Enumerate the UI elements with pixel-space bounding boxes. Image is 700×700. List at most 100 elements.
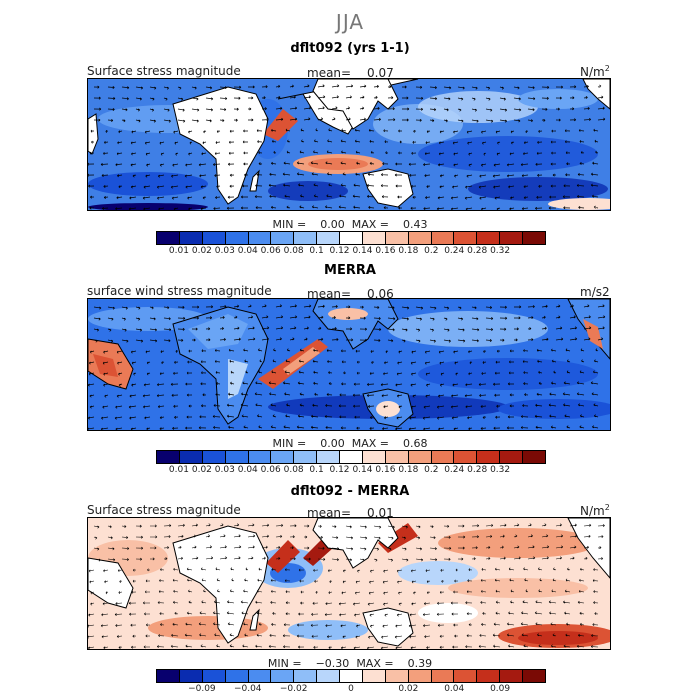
wind-arrow: [466, 634, 473, 638]
wind-arrow: [177, 545, 182, 549]
wind-arrow: [412, 394, 417, 398]
wind-arrow: [577, 172, 585, 176]
wind-arrow: [142, 601, 151, 605]
wind-arrow: [115, 624, 123, 627]
colorbar-tick-label: 0.2: [424, 465, 439, 475]
wind-arrow: [499, 97, 506, 101]
wind-arrow: [457, 557, 464, 561]
wind-arrow: [597, 337, 604, 341]
wind-arrow: [230, 370, 235, 374]
wind-arrow: [345, 84, 354, 88]
wind-arrow: [133, 568, 137, 572]
wind-arrow: [216, 578, 221, 582]
wind-arrow: [163, 546, 170, 549]
wind-arrow: [282, 172, 291, 176]
colorbar-tick-label: 0.32: [490, 246, 511, 256]
wind-arrow: [368, 591, 375, 595]
colorbar-swatch: [179, 451, 203, 463]
wind-arrow: [536, 392, 543, 396]
wind-arrow: [228, 140, 235, 144]
wind-arrow: [317, 106, 325, 110]
wind-arrow: [385, 151, 389, 155]
wind-arrow: [398, 206, 403, 210]
wind-arrow: [188, 130, 193, 134]
wind-arrow: [303, 117, 311, 121]
wind-arrow: [513, 523, 520, 527]
wind-arrow: [591, 194, 599, 198]
wind-arrow: [437, 601, 445, 605]
wind-arrow: [177, 556, 183, 560]
wind-arrow: [93, 536, 98, 540]
wind-arrow: [551, 129, 557, 133]
wind-arrow: [450, 601, 459, 605]
wind-arrow: [439, 361, 445, 365]
wind-arrow: [593, 403, 599, 407]
colorbar-tick-label: 0.16: [375, 246, 396, 256]
wind-arrow: [387, 558, 394, 562]
wind-arrow: [555, 107, 560, 111]
wind-arrow: [219, 337, 226, 341]
wind-arrow: [173, 589, 179, 593]
wind-arrow: [132, 174, 137, 178]
wind-arrow: [135, 317, 141, 321]
wind-arrow: [299, 348, 305, 352]
wind-arrow: [555, 326, 563, 330]
wind-arrow: [401, 85, 407, 89]
wind-arrow: [454, 361, 459, 365]
wind-arrow: [380, 646, 389, 649]
wind-arrow: [88, 372, 95, 376]
wind-arrow: [429, 119, 435, 123]
wind-arrow: [555, 534, 564, 538]
wind-arrow: [438, 152, 445, 156]
wind-arrow: [135, 97, 142, 101]
wind-arrow: [496, 207, 501, 210]
wind-arrow: [340, 646, 347, 649]
colorbar-swatch: [225, 451, 249, 463]
wind-arrow: [163, 557, 168, 560]
wind-arrow: [583, 337, 591, 341]
wind-arrow: [387, 328, 395, 332]
wind-arrow: [143, 645, 151, 649]
colorbar-swatch: [294, 451, 318, 463]
wind-arrow: [359, 84, 367, 88]
wind-arrow: [338, 205, 347, 209]
wind-arrow: [273, 348, 277, 352]
wind-arrow: [354, 591, 361, 595]
wind-arrow: [355, 150, 361, 154]
wind-arrow: [579, 425, 585, 429]
wind-arrow: [327, 139, 333, 143]
wind-arrow: [550, 140, 557, 144]
wind-arrow: [104, 141, 109, 144]
wind-arrow: [285, 128, 291, 132]
wind-arrow: [551, 359, 557, 363]
wind-arrow: [271, 567, 277, 571]
wind-arrow: [247, 523, 255, 527]
wind-arrow: [483, 350, 487, 353]
wind-arrow: [201, 349, 207, 353]
wind-arrow: [131, 383, 137, 387]
wind-arrow: [482, 416, 487, 420]
wind-arrow: [121, 547, 130, 550]
wind-arrow: [452, 185, 459, 189]
wind-arrow: [464, 394, 473, 398]
wind-arrow: [549, 611, 557, 615]
wind-arrow: [527, 534, 533, 538]
colorbar-tick-label: 0.01: [168, 465, 189, 475]
wind-arrow: [241, 392, 249, 396]
wind-arrow: [373, 117, 381, 121]
wind-arrow: [177, 305, 185, 309]
wind-arrow: [107, 525, 112, 529]
wind-arrow: [116, 394, 123, 398]
wind-arrow: [297, 381, 305, 385]
panel1-wind-vectors: [88, 84, 606, 210]
wind-arrow: [175, 349, 179, 353]
colorbar-tick-label: 0.2: [424, 246, 439, 256]
wind-arrow: [146, 163, 151, 167]
wind-arrow: [412, 140, 417, 144]
wind-arrow: [441, 579, 445, 583]
wind-arrow: [465, 207, 473, 210]
wind-arrow: [579, 370, 585, 374]
wind-arrow: [143, 383, 151, 387]
wind-arrow: [569, 118, 577, 122]
wind-arrow: [145, 634, 151, 638]
